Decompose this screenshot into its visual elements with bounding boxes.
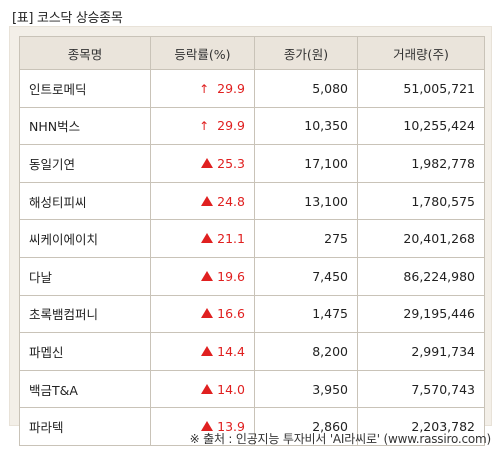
close-price: 17,100: [254, 144, 358, 183]
trade-volume: 51,005,721: [357, 69, 485, 108]
change-rate-value: 16.6: [217, 306, 245, 322]
change-rate-cell: 13.9: [150, 407, 255, 446]
trade-volume: 7,570,743: [357, 369, 485, 409]
change-rate-cell: 16.6: [150, 294, 255, 334]
stock-name: 다날: [19, 256, 151, 296]
table-row: 백금T&A 14.0 3,950 7,570,743: [19, 369, 485, 409]
trade-volume: 20,401,268: [357, 219, 485, 258]
up-triangle-icon: [201, 345, 214, 356]
stock-name: 해성티피씨: [19, 181, 151, 221]
header-name: 종목명: [19, 36, 151, 70]
up-triangle-icon: [201, 157, 214, 168]
trade-volume: 2,991,734: [357, 332, 485, 371]
change-rate-cell: 14.0: [150, 369, 255, 409]
table-row: 씨케이에이치 21.1 275 20,401,268: [19, 219, 485, 258]
header-rate: 등락률(%): [150, 36, 255, 70]
trade-volume: 2,203,782: [357, 407, 485, 446]
close-price: 2,860: [254, 407, 358, 446]
header-close: 종가(원): [254, 36, 358, 70]
table-panel: 종목명 등락률(%) 종가(원) 거래량(주) 인트로메딕 ↑ 29.9 5,080 5…: [9, 26, 492, 446]
table-title: [표] 코스닥 상승종목: [12, 11, 123, 26]
close-price: 8,200: [254, 332, 358, 371]
change-rate-cell: 14.4: [150, 332, 255, 371]
close-price: 13,100: [254, 181, 358, 221]
table-header-row: 종목명 등락률(%) 종가(원) 거래량(주): [19, 36, 485, 70]
up-triangle-icon: [201, 195, 214, 206]
stock-table: 종목명 등락률(%) 종가(원) 거래량(주) 인트로메딕 ↑ 29.9 5,080 5…: [19, 36, 485, 446]
table-row: NHN벅스 ↑ 29.9 10,350 10,255,424: [19, 106, 485, 146]
change-rate-value: 13.9: [217, 419, 245, 435]
close-price: 10,350: [254, 106, 358, 146]
stock-name: 씨케이에이치: [19, 219, 151, 258]
trade-volume: 29,195,446: [357, 294, 485, 334]
change-rate-cell: 24.8: [150, 181, 255, 221]
change-rate-cell: ↑ 29.9: [150, 106, 255, 146]
table-row: 동일기연 25.3 17,100 1,982,778: [19, 144, 485, 183]
trade-volume: 1,982,778: [357, 144, 485, 183]
up-triangle-icon: [201, 270, 214, 281]
header-volume: 거래량(주): [357, 36, 485, 70]
change-rate-cell: 19.6: [150, 256, 255, 296]
up-triangle-icon: [201, 308, 214, 319]
close-price: 5,080: [254, 69, 358, 108]
stock-name: 파멥신: [19, 332, 151, 371]
close-price: 3,950: [254, 369, 358, 409]
change-rate-value: 25.3: [217, 155, 245, 171]
table-row: 초록뱀컴퍼니 16.6 1,475 29,195,446: [19, 294, 485, 334]
stock-name: 초록뱀컴퍼니: [19, 294, 151, 334]
up-arrow-icon: ↑: [199, 81, 210, 96]
source-note: ※ 출처 : 인공지능 투자비서 'AI라씨로' (www.rassiro.co…: [189, 432, 492, 446]
up-triangle-icon: [201, 233, 214, 244]
change-rate-cell: 21.1: [150, 219, 255, 258]
change-rate-value: 29.9: [217, 118, 245, 134]
stock-name: 동일기연: [19, 144, 151, 183]
up-triangle-icon: [201, 421, 214, 432]
close-price: 1,475: [254, 294, 358, 334]
table-row: 다날 19.6 7,450 86,224,980: [19, 256, 485, 296]
table-row: 파멥신 14.4 8,200 2,991,734: [19, 332, 485, 371]
change-rate-value: 29.9: [217, 80, 245, 96]
up-arrow-icon: ↑: [199, 119, 210, 134]
table-row: 인트로메딕 ↑ 29.9 5,080 51,005,721: [19, 69, 485, 108]
stock-name: NHN벅스: [19, 106, 151, 146]
stock-name: 파라텍: [19, 407, 151, 446]
change-rate-cell: ↑ 29.9: [150, 69, 255, 108]
table-row: 파라텍 13.9 2,860 2,203,782: [19, 407, 485, 446]
change-rate-value: 24.8: [217, 193, 245, 209]
change-rate-value: 19.6: [217, 268, 245, 284]
change-rate-cell: 25.3: [150, 144, 255, 183]
trade-volume: 86,224,980: [357, 256, 485, 296]
up-triangle-icon: [201, 383, 214, 394]
stock-name: 인트로메딕: [19, 69, 151, 108]
trade-volume: 1,780,575: [357, 181, 485, 221]
close-price: 275: [254, 219, 358, 258]
trade-volume: 10,255,424: [357, 106, 485, 146]
stock-name: 백금T&A: [19, 369, 151, 409]
table-row: 해성티피씨 24.8 13,100 1,780,575: [19, 181, 485, 221]
change-rate-value: 14.0: [217, 381, 245, 397]
change-rate-value: 14.4: [217, 343, 245, 359]
change-rate-value: 21.1: [217, 231, 245, 247]
close-price: 7,450: [254, 256, 358, 296]
